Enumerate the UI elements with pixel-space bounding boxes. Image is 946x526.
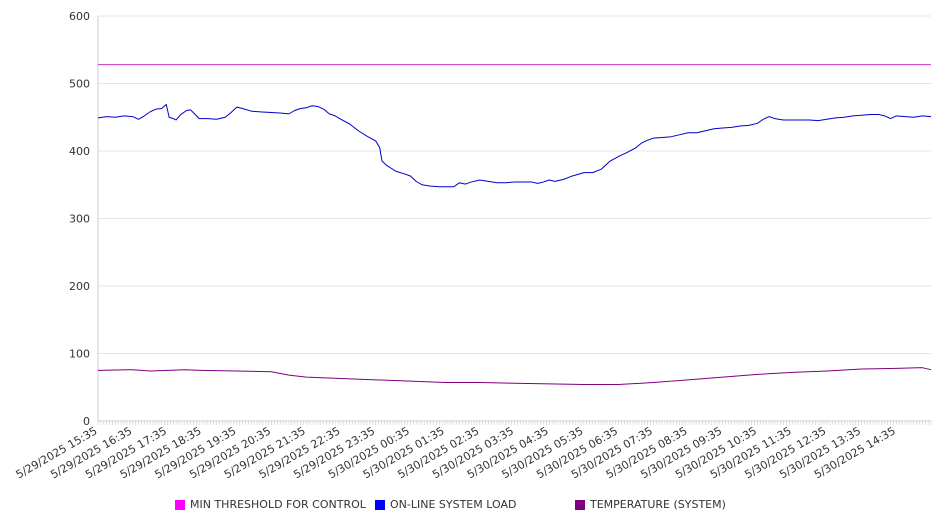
- y-tick-label: 600: [69, 10, 90, 23]
- legend-swatch-system-load: [375, 499, 385, 510]
- y-tick-label: 400: [69, 145, 90, 158]
- legend-label-min-threshold: MIN THRESHOLD FOR CONTROL: [190, 498, 366, 511]
- series-line-temperature: [97, 367, 932, 386]
- y-tick-label: 200: [69, 280, 90, 293]
- series-line-system-load: [97, 103, 932, 188]
- series-lines: [97, 64, 932, 386]
- legend-label-system-load: ON-LINE SYSTEM LOAD: [390, 498, 517, 511]
- legend: MIN THRESHOLD FOR CONTROL ON-LINE SYSTEM…: [0, 498, 946, 514]
- legend-item-system-load[interactable]: ON-LINE SYSTEM LOAD: [375, 498, 516, 511]
- legend-swatch-temperature: [575, 499, 585, 510]
- legend-item-min-threshold[interactable]: MIN THRESHOLD FOR CONTROL: [175, 498, 366, 511]
- y-tick-label: 300: [69, 213, 90, 226]
- y-tick-label: 100: [69, 348, 90, 361]
- y-tick-label: 500: [69, 78, 90, 91]
- legend-swatch-min-threshold: [175, 499, 185, 510]
- y-tick-label: 0: [83, 415, 90, 428]
- legend-label-temperature: TEMPERATURE (SYSTEM): [590, 498, 726, 511]
- legend-item-temperature[interactable]: TEMPERATURE (SYSTEM): [575, 498, 726, 511]
- gridlines: [98, 15, 931, 422]
